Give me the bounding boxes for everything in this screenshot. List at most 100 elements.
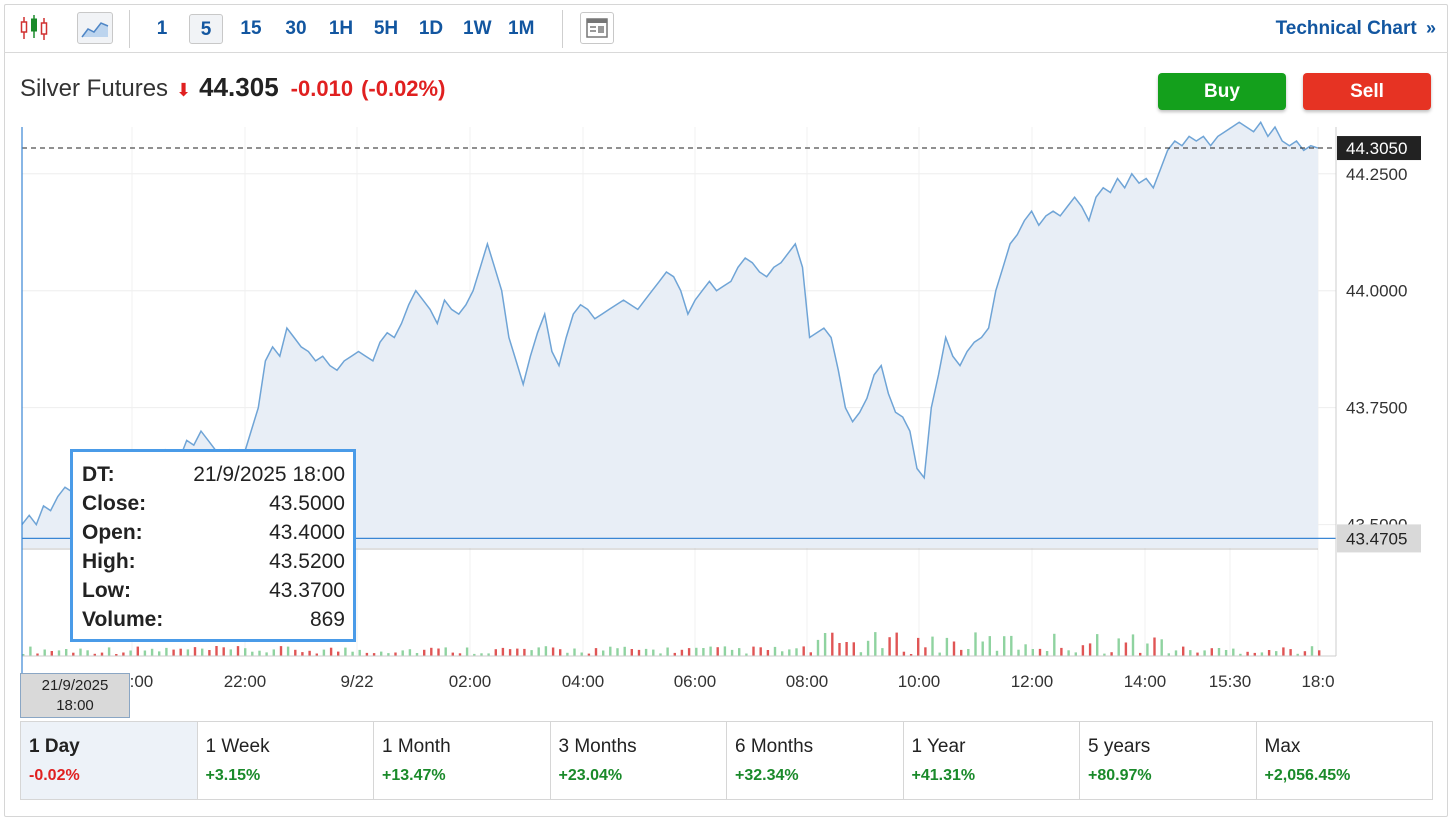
volume-bar [1146, 643, 1149, 656]
period-performance-bar: 1 Day -0.02% 1 Week +3.15% 1 Month +13.47% 3 M… [20, 721, 1433, 800]
volume-bar [945, 637, 949, 656]
volume-bar [1217, 648, 1221, 656]
volume-bar [1289, 649, 1292, 656]
timeframe-1m[interactable]: 1M [508, 18, 535, 39]
volume-bar [752, 646, 755, 656]
volume-bar [702, 648, 705, 656]
tooltip-value: 21/9/2025 18:00 [193, 463, 345, 486]
period-label: 3 Months [558, 736, 637, 757]
volume-bars [22, 632, 1321, 656]
volume-bar [423, 649, 426, 656]
technical-chart-link[interactable]: Technical Chart » [1276, 18, 1436, 40]
period-change: +32.34% [735, 767, 799, 784]
x-axis-labels: 20:00 22:00 9/22 02:00 04:00 06:00 08:00 10:00 1… [111, 672, 1335, 691]
volume-bar [401, 650, 404, 656]
volume-bar [165, 647, 168, 656]
sell-button[interactable]: Sell [1303, 73, 1431, 110]
timeframe-1d[interactable]: 1D [418, 18, 444, 39]
instrument-name: Silver Futures [20, 75, 169, 102]
x-tick-label: 18:0 [1301, 672, 1334, 691]
volume-bar [79, 648, 82, 656]
volume-bar [508, 649, 512, 656]
volume-bar [895, 632, 898, 656]
timeframe-5h[interactable]: 5H [373, 18, 399, 39]
volume-bar [917, 637, 920, 656]
period-1-week[interactable]: 1 Week +3.15% [198, 722, 374, 799]
volume-bar [415, 653, 419, 656]
buy-button[interactable]: Buy [1158, 73, 1286, 110]
price-change: -0.010 [290, 76, 354, 101]
tooltip-value: 43.5000 [269, 492, 345, 515]
volume-bar [530, 650, 533, 656]
x-tick-label: 10:00 [898, 672, 941, 691]
volume-bar [351, 651, 354, 656]
period-1-day[interactable]: 1 Day -0.02% [21, 722, 198, 799]
volume-bar [874, 632, 877, 656]
double-chevron-right-icon: » [1425, 18, 1436, 38]
volume-bar [107, 647, 111, 656]
volume-bar [100, 652, 104, 656]
period-5-years[interactable]: 5 years +80.97% [1080, 722, 1257, 799]
volume-bar [1174, 650, 1178, 656]
volume-bar [1167, 653, 1170, 656]
last-price: 44.305 [199, 72, 279, 102]
current-price-tag [1337, 136, 1421, 161]
timeframe-1w[interactable]: 1W [463, 18, 492, 39]
toolbar-separator [129, 10, 130, 48]
tooltip-row: High: 43.5200 [82, 547, 345, 576]
volume-bar [1282, 647, 1285, 656]
tooltip-key: High: [82, 550, 136, 573]
period-max[interactable]: Max +2,056.45% [1257, 722, 1433, 799]
volume-bar [745, 653, 748, 656]
volume-bar [1253, 652, 1256, 656]
volume-bar [573, 648, 576, 656]
timeframe-1h[interactable]: 1H [328, 18, 354, 39]
volume-bar [637, 649, 641, 656]
price-change-percent: (-0.02%) [361, 76, 446, 101]
volume-bar [215, 646, 218, 656]
timeframe-5[interactable]: 5 [189, 14, 223, 44]
volume-bar [358, 649, 361, 656]
volume-bar [1139, 652, 1142, 656]
volume-bar [1310, 646, 1314, 656]
volume-bar [236, 646, 240, 656]
period-label: 1 Month [382, 736, 451, 757]
volume-bar [1153, 637, 1156, 656]
period-6-months[interactable]: 6 Months +32.34% [727, 722, 904, 799]
volume-bar [172, 649, 175, 656]
volume-bar [143, 650, 147, 656]
volume-bar [666, 647, 669, 656]
volume-bar [566, 652, 569, 656]
volume-bar [866, 640, 870, 656]
timeframe-30[interactable]: 30 [285, 18, 307, 39]
volume-bar [458, 653, 462, 656]
volume-bar [1160, 639, 1163, 656]
period-3-months[interactable]: 3 Months +23.04% [551, 722, 727, 799]
volume-bar [852, 642, 855, 656]
timeframe-1[interactable]: 1 [156, 18, 168, 39]
volume-bar [444, 647, 447, 656]
volume-bar [988, 636, 991, 656]
tooltip-value: 43.4000 [269, 521, 345, 544]
news-layout-icon[interactable] [580, 12, 614, 44]
period-label: 1 Day [29, 736, 80, 757]
volume-bar [938, 652, 941, 656]
tooltip-row: Low: 43.3700 [82, 576, 345, 605]
volume-bar [387, 653, 390, 656]
timeframe-15[interactable]: 15 [240, 18, 262, 39]
volume-bar [494, 649, 497, 656]
volume-bar [279, 646, 283, 656]
candlestick-icon[interactable] [18, 12, 50, 44]
period-1-year[interactable]: 1 Year +41.31% [904, 722, 1080, 799]
volume-bar [1267, 650, 1271, 656]
period-change: +13.47% [382, 767, 446, 784]
tooltip-row: Open: 43.4000 [82, 518, 345, 547]
period-1-month[interactable]: 1 Month +13.47% [374, 722, 551, 799]
crosshair-price-label: 43.4705 [1346, 529, 1407, 548]
volume-bar [1031, 649, 1034, 656]
volume-bar [1296, 653, 1299, 656]
period-label: 6 Months [735, 736, 814, 757]
volume-bar [695, 647, 698, 656]
area-chart-icon[interactable] [77, 12, 113, 44]
